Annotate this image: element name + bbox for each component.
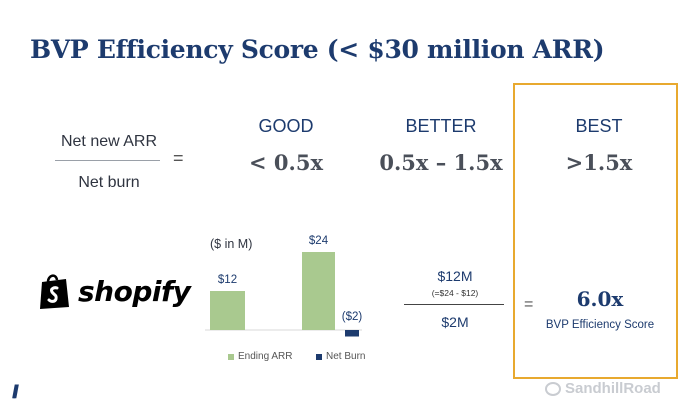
shopping-bag-icon bbox=[40, 274, 69, 309]
bar-data-label-2: ($2) bbox=[342, 311, 363, 323]
bar-data-label-0: $12 bbox=[218, 274, 237, 286]
formula-equals-sign: = bbox=[173, 148, 184, 168]
chart-unit-note: ($ in M) bbox=[210, 237, 253, 251]
formula-fraction-line bbox=[55, 160, 160, 161]
tier-better-value: 0.5x – 1.5x bbox=[379, 150, 503, 175]
page-title: BVP Efficiency Score (< $30 million ARR) bbox=[30, 35, 605, 64]
legend-label-ending-arr: Ending ARR bbox=[238, 351, 293, 362]
watermark: SandhillRoad bbox=[545, 380, 661, 397]
tier-best-label: BEST bbox=[575, 116, 623, 136]
efficiency-score-label: BVP Efficiency Score bbox=[545, 319, 655, 331]
tier-good-value: < 0.5x bbox=[249, 150, 323, 175]
formula-denominator: Net burn bbox=[78, 174, 140, 191]
bar-ending-arr-0 bbox=[210, 291, 245, 330]
calc-fraction-line bbox=[404, 304, 504, 305]
bar-data-label-1: $24 bbox=[309, 235, 329, 247]
calc-denominator: $2M bbox=[441, 314, 469, 330]
formula-numerator: Net new ARR bbox=[60, 133, 158, 150]
watermark-text: SandhillRoad bbox=[565, 380, 661, 397]
calc-equals-sign: = bbox=[524, 296, 534, 313]
bar-net-burn-2 bbox=[345, 330, 359, 337]
logo-wordmark: shopify bbox=[78, 274, 191, 308]
tier-better-label: BETTER bbox=[405, 116, 477, 136]
legend-ending-arr: Ending ARR bbox=[228, 351, 292, 362]
calc-numerator: $12M bbox=[437, 268, 473, 284]
legend-swatch-net-burn bbox=[316, 353, 322, 360]
tier-best-value: >1.5x bbox=[565, 150, 633, 175]
chat-bubble-icon bbox=[545, 381, 561, 396]
bvp-logo-mark: /// bbox=[12, 382, 19, 402]
tier-good-label: GOOD bbox=[258, 116, 314, 136]
legend-net-burn: Net Burn bbox=[316, 351, 365, 362]
legend-label-net-burn: Net Burn bbox=[326, 351, 366, 362]
shopify-logo: shopify bbox=[38, 272, 191, 310]
best-tier-highlight bbox=[513, 83, 678, 379]
efficiency-score-value: 6.0x bbox=[576, 287, 624, 311]
bar-ending-arr-1 bbox=[302, 252, 335, 330]
calc-numerator-note: (=$24 - $12) bbox=[431, 288, 479, 298]
legend-swatch-ending-arr bbox=[228, 353, 234, 360]
